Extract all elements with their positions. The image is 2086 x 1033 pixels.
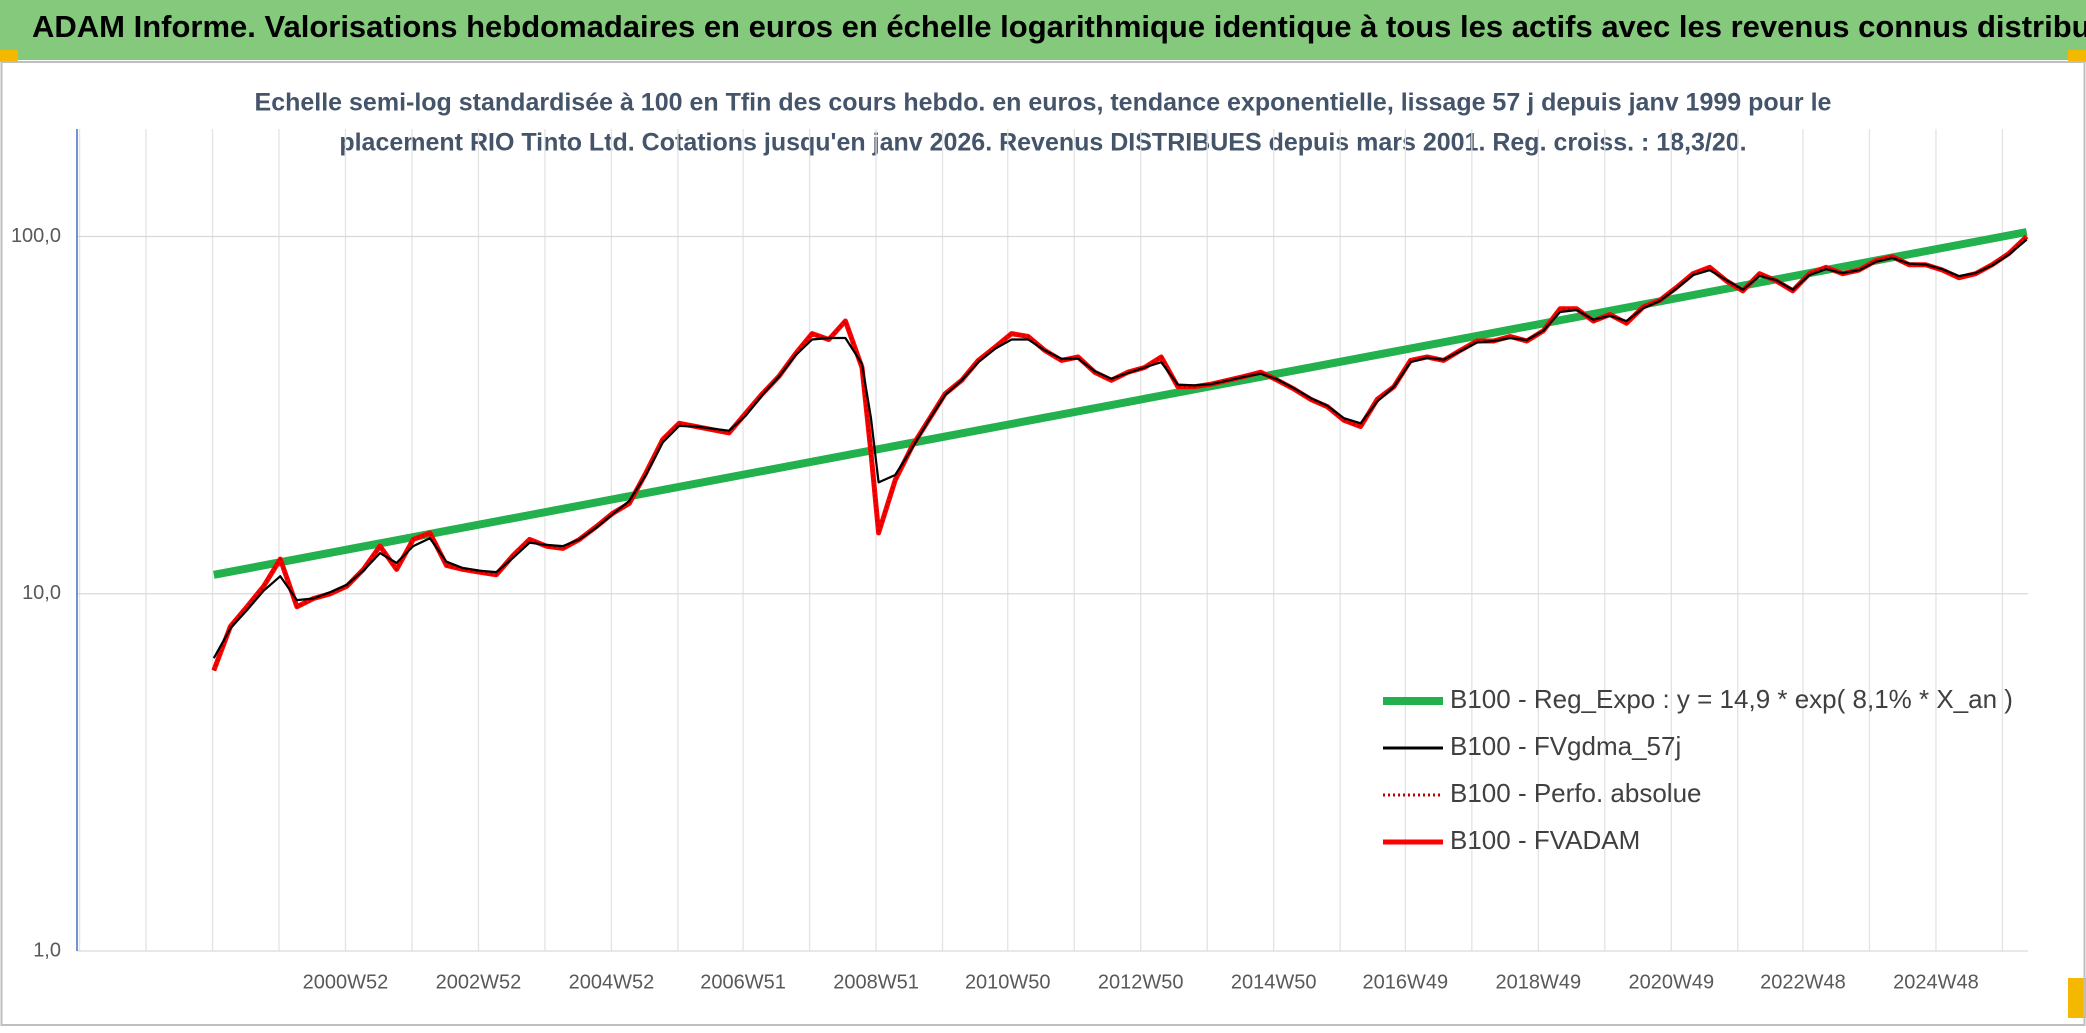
chart-subtitle: placement RIO Tinto Ltd. Cotations jusqu…	[339, 129, 1746, 157]
series-line	[213, 228, 2028, 579]
corner-mark	[2068, 50, 2086, 62]
x-tick-label: 2006W51	[700, 971, 786, 993]
x-tick-label: 2004W52	[569, 971, 655, 993]
legend-label: B100 - FVADAM	[1450, 825, 1640, 855]
series-line	[212, 238, 2028, 659]
legend-label: B100 - Perfo. absolue	[1450, 778, 1702, 808]
x-tick-label: 2022W48	[1760, 971, 1846, 993]
header-bar	[0, 0, 2086, 60]
x-tick-label: 2008W51	[833, 971, 919, 993]
x-tick-label: 2024W48	[1893, 971, 1979, 993]
x-tick-label: 2002W52	[436, 971, 522, 993]
y-tick-label: 10,0	[22, 582, 61, 604]
x-tick-label: 2020W49	[1628, 971, 1714, 993]
legend-label: B100 - Reg_Expo : y = 14,9 * exp( 8,1% *…	[1450, 684, 2013, 714]
x-tick-label: 2014W50	[1231, 971, 1317, 993]
chart-title: ADAM Informe. Valorisations hebdomadaire…	[32, 9, 2086, 44]
chart-frame	[0, 61, 2086, 1026]
x-tick-label: 2010W50	[965, 971, 1051, 993]
y-tick-label: 100,0	[11, 225, 61, 247]
corner-mark	[2068, 978, 2086, 1018]
x-tick-label: 2012W50	[1098, 971, 1184, 993]
y-tick-label: 1,0	[33, 939, 61, 961]
x-tick-label: 2018W49	[1496, 971, 1582, 993]
chart-subtitle: Echelle semi-log standardisée à 100 en T…	[255, 89, 1832, 117]
x-tick-label: 2016W49	[1363, 971, 1449, 993]
legend-label: B100 - FVgdma_57j	[1450, 731, 1681, 761]
corner-mark	[0, 50, 18, 62]
x-tick-label: 2000W52	[303, 971, 389, 993]
